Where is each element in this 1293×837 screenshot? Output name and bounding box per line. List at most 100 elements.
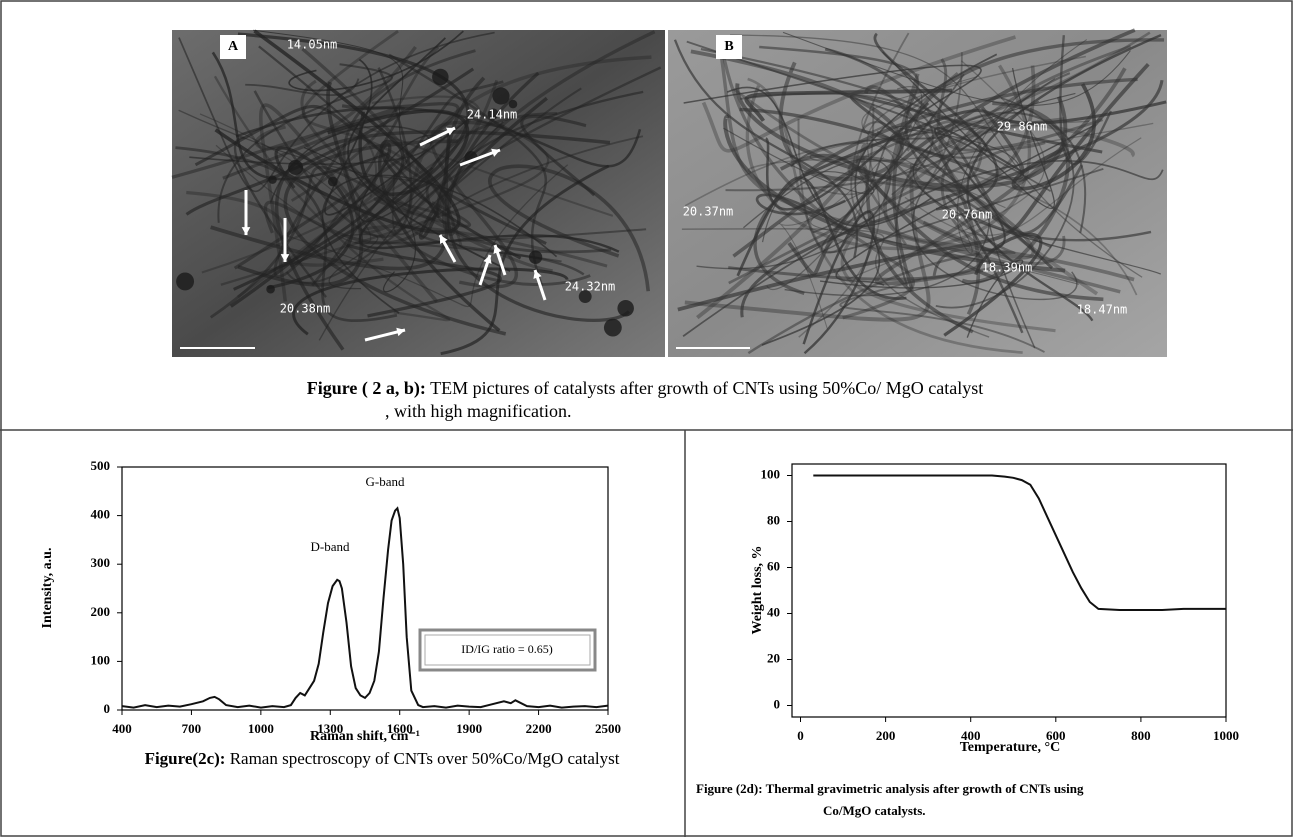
y-tick-label: 40 xyxy=(767,604,780,619)
tube xyxy=(864,85,981,316)
plot-area xyxy=(121,466,609,711)
arrow-head xyxy=(241,227,251,235)
tube xyxy=(171,106,403,180)
particle xyxy=(266,284,275,294)
tube xyxy=(245,78,360,97)
x-tick-label: 800 xyxy=(1131,728,1151,743)
x-tick-label: 1900 xyxy=(456,721,482,736)
annotation: G-band xyxy=(366,474,405,489)
caption-text: Thermal gravimetric analysis after growt… xyxy=(763,781,1084,796)
particle xyxy=(432,68,449,86)
y-tick-label: 0 xyxy=(104,701,111,716)
caption-label: Figure(2c): xyxy=(145,749,226,768)
tube xyxy=(283,139,507,336)
tube xyxy=(835,124,1096,286)
x-tick-label: 1300 xyxy=(317,721,343,736)
tube xyxy=(388,53,548,287)
caption: Figure (2d): Thermal gravimetric analysi… xyxy=(696,781,1084,796)
tube xyxy=(753,77,1138,295)
particle xyxy=(268,175,277,184)
x-tick-label: 700 xyxy=(182,721,202,736)
tube xyxy=(940,45,1132,265)
x-tick-label: 2200 xyxy=(526,721,552,736)
arrow-head xyxy=(493,245,502,254)
tube xyxy=(933,126,1025,252)
tube xyxy=(520,114,596,197)
tube xyxy=(787,28,1136,276)
tube xyxy=(802,210,876,355)
tem-annotation: 20.38nm xyxy=(280,302,331,316)
tube xyxy=(840,85,1056,333)
particle xyxy=(617,299,634,317)
x-tick-label: 2500 xyxy=(595,721,621,736)
caption-label: Figure (2d): xyxy=(696,781,763,796)
tube xyxy=(488,164,651,292)
panel-label: B xyxy=(724,39,733,54)
tem-annotation: 24.14nm xyxy=(467,108,518,122)
tube xyxy=(684,142,896,207)
x-tick-label: 1600 xyxy=(387,721,413,736)
plot-area xyxy=(791,463,1227,718)
panel-label: A xyxy=(228,39,239,54)
tube xyxy=(429,120,518,289)
tube xyxy=(819,259,1024,338)
tube xyxy=(892,38,1165,291)
tube xyxy=(912,65,1065,192)
tube xyxy=(824,47,1084,235)
particle xyxy=(528,250,543,264)
tube xyxy=(690,49,904,181)
particle xyxy=(603,318,622,337)
tube xyxy=(784,213,1036,349)
tube xyxy=(327,109,470,196)
annotation: D-band xyxy=(311,539,350,554)
tube xyxy=(292,267,569,336)
tube xyxy=(728,248,984,281)
tube xyxy=(701,35,1017,153)
tube xyxy=(747,159,1016,355)
tube xyxy=(273,106,406,278)
x-tick-label: 600 xyxy=(1046,728,1066,743)
y-tick-label: 500 xyxy=(91,458,111,473)
x-tick-label: 0 xyxy=(797,728,804,743)
particle xyxy=(487,108,499,120)
tube xyxy=(953,39,1088,254)
y-tick-label: 100 xyxy=(91,652,111,667)
particle xyxy=(327,176,338,187)
y-axis-label: Intensity, a.u. xyxy=(40,548,55,629)
arrow-head xyxy=(446,127,455,136)
tem-annotation: 29.86nm xyxy=(997,120,1048,134)
tube xyxy=(740,79,1164,318)
arrow-head xyxy=(396,327,405,337)
tube xyxy=(342,49,591,286)
tube xyxy=(943,232,1043,337)
y-tick-label: 60 xyxy=(767,558,780,573)
arrow-head xyxy=(440,235,448,244)
tem-texture xyxy=(171,28,1167,356)
tube xyxy=(346,243,502,318)
particle xyxy=(288,159,304,175)
tube xyxy=(346,55,652,216)
caption-label: Figure ( 2 a, b): xyxy=(307,378,426,399)
x-tick-label: 400 xyxy=(112,721,132,736)
tube xyxy=(759,45,1052,249)
tube xyxy=(199,113,372,245)
tube xyxy=(849,94,1103,270)
y-tick-label: 100 xyxy=(761,466,781,481)
tube xyxy=(938,119,1135,296)
tube xyxy=(288,30,464,92)
y-tick-label: 200 xyxy=(91,604,111,619)
particle xyxy=(492,87,510,105)
particle xyxy=(176,272,195,291)
x-tick-label: 1000 xyxy=(1213,728,1239,743)
annotation-box-inner xyxy=(424,634,591,666)
tube xyxy=(220,112,550,286)
tube xyxy=(358,121,504,223)
tube xyxy=(696,158,891,270)
tube xyxy=(233,136,327,298)
tube xyxy=(324,58,480,216)
tube xyxy=(300,79,553,273)
tem-annotation: 14.05nm xyxy=(287,38,338,52)
arrow-head xyxy=(483,255,492,264)
y-tick-label: 20 xyxy=(767,650,780,665)
